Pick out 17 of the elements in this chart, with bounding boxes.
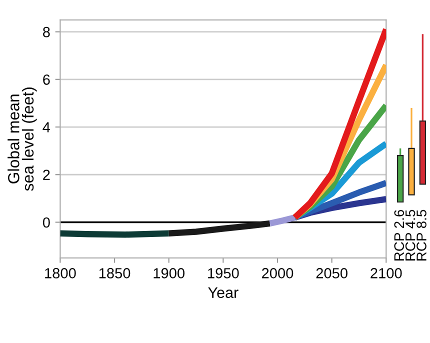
y-tick-label: 2 <box>43 170 50 180</box>
x-tick-label: RCP 8.5 <box>416 210 426 260</box>
x-tick-label: 1900 <box>154 268 184 278</box>
y-tick-label: 8 <box>43 26 50 38</box>
x-axis-title: Year <box>208 287 238 298</box>
x-tick-label: 1850 <box>99 268 130 278</box>
x-tick-label: RCP 4.5 <box>405 210 416 260</box>
x-tick-label: RCP 2.6 <box>394 210 404 260</box>
x-tick-label: 2050 <box>316 268 348 278</box>
x-tick-label: 1950 <box>208 268 239 278</box>
y-tick-label: 4 <box>42 122 50 132</box>
y-axis-title: Global mean sea level (feet) <box>8 88 37 191</box>
y-tick-label: 0 <box>42 217 50 228</box>
x-tick-label: 2000 <box>262 268 294 278</box>
x-tick-label: 2100 <box>370 268 402 278</box>
x-tick-label: 1800 <box>45 268 76 278</box>
y-tick-label: 6 <box>43 74 50 85</box>
